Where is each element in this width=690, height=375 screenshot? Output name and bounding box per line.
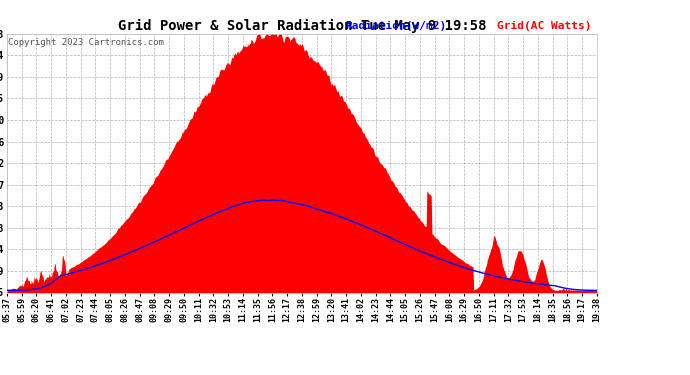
Text: Copyright 2023 Cartronics.com: Copyright 2023 Cartronics.com	[8, 38, 164, 46]
Text: Radiation(w/m2): Radiation(w/m2)	[345, 21, 446, 31]
Text: Grid(AC Watts): Grid(AC Watts)	[497, 21, 591, 31]
Title: Grid Power & Solar Radiation Tue May 9 19:58: Grid Power & Solar Radiation Tue May 9 1…	[117, 18, 486, 33]
